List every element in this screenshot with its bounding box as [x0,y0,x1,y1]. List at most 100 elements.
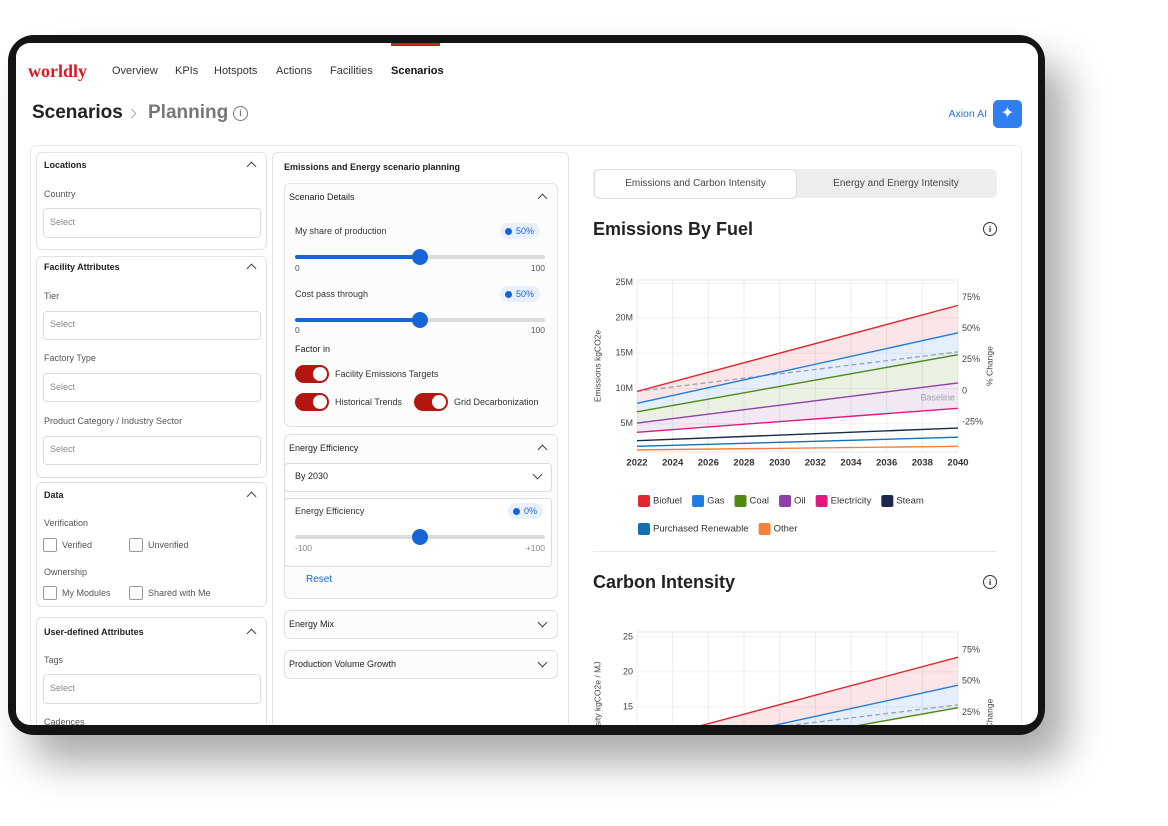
accordion[interactable] [284,610,558,639]
accordion[interactable] [284,650,558,679]
legend-swatch [779,495,792,507]
y2-tick-label: 25% [962,354,980,364]
toggle-knob [313,395,327,409]
y2-axis-label: % Change [984,346,994,386]
accordion-title[interactable]: Production Volume Growth [289,659,397,669]
x-tick-label: 2024 [662,458,684,469]
y-tick-label: 25M [615,277,633,287]
filter-card [36,617,267,725]
info-icon[interactable]: i [983,575,997,589]
x-tick-label: 2026 [698,811,719,822]
legend-swatch [692,495,705,507]
slider-knob[interactable] [412,249,428,265]
field-label: Tier [44,291,60,301]
section-title: User-defined Attributes [44,627,144,637]
period-value: By 2030 [295,471,329,481]
page-subtitle: Planning [148,102,229,123]
legend-label: Oil [794,496,806,507]
chart-title: Emissions By Fuel [593,219,754,239]
nav-item-active[interactable]: Scenarios [391,65,444,77]
y2-tick-label: 0 [962,738,967,748]
slider-max: 100 [530,325,545,335]
y-tick-label: 15M [615,348,633,358]
field-label: Factory Type [44,353,96,363]
value-label: 50% [516,226,535,236]
x-tick-label: 2028 [733,811,754,822]
group-label: Ownership [44,567,88,577]
filter-card [36,482,267,607]
main-area [30,145,1022,725]
x-tick-label: 2026 [698,458,719,469]
nav-item[interactable]: Hotspots [214,65,258,77]
series-line [636,445,959,451]
select-input[interactable] [43,311,261,340]
y-axis-label: Carbon Intensity kgCO2e / MJ [592,662,602,776]
checkbox[interactable] [129,586,143,600]
select-input[interactable] [43,373,261,402]
reset-button[interactable]: Reset [306,574,333,585]
select-input[interactable] [43,208,261,238]
toggle-label: Historical Trends [335,397,403,407]
slider-min: -100 [295,543,313,553]
tab[interactable]: Energy and Energy Intensity [833,178,959,189]
toggle[interactable] [414,393,448,411]
placeholder: Select [50,319,76,329]
legend-label: Gas [707,496,725,507]
y-axis-label: Emissions kgCO2e [592,330,602,403]
x-tick-label: 2038 [912,811,933,822]
x-tick-label: 2030 [769,811,790,822]
field-label: Country [44,189,76,199]
band-fill [637,685,958,725]
page-title: Scenarios [32,102,123,123]
checkbox[interactable] [43,538,57,552]
nav-item[interactable]: Overview [112,65,158,77]
toggle[interactable] [295,393,329,411]
y-tick-label: 25 [623,631,633,641]
checkbox[interactable] [43,586,57,600]
logo[interactable]: worldly [28,61,88,81]
y2-tick-label: -25% [962,416,983,426]
field-label: Product Category / Industry Sector [44,416,183,426]
checkbox-label: My Modules [62,588,111,598]
section-title: Data [44,490,64,500]
period-select[interactable] [284,463,552,492]
nav-item[interactable]: Actions [276,65,313,77]
accordion-title[interactable]: Energy Mix [289,619,335,629]
checkbox[interactable] [129,538,143,552]
group-label: Verification [44,518,89,528]
x-tick-label: 2032 [805,458,826,469]
select-input[interactable] [43,674,261,704]
band-fill [637,305,958,404]
slider-fill [295,318,420,322]
section-title: Locations [44,160,87,170]
toggle-knob [313,367,327,381]
x-tick-label: 2024 [662,811,684,822]
slider-min: 0 [295,325,300,335]
chart-title: Carbon Intensity [593,572,736,592]
tab[interactable]: Emissions and Carbon Intensity [594,169,797,199]
series-line [636,436,959,448]
x-tick-label: 2038 [912,458,933,469]
value-pill: 50% [500,223,541,239]
section-title: Facility Attributes [44,262,120,272]
y2-axis-label: % Change [984,698,994,738]
x-tick-label: 2022 [626,458,647,469]
assistant-label[interactable]: Axion AI [948,108,987,120]
info-icon[interactable]: i [233,106,248,121]
slider-knob[interactable] [412,529,428,545]
accordion-title[interactable]: Energy Efficiency [289,443,359,453]
info-icon[interactable]: i [983,222,997,236]
band-fill [637,382,958,433]
value-pill: 0% [508,503,544,519]
accordion-title[interactable]: Scenario Details [289,192,355,202]
series-line [636,332,959,405]
y-tick-label: 20M [615,312,633,322]
x-tick-label: 2040 [947,811,968,822]
select-input[interactable] [43,436,261,465]
slider-knob[interactable] [412,312,428,328]
nav-item[interactable]: KPIs [175,65,199,77]
toggle[interactable] [295,365,329,383]
assistant-button[interactable]: ✦ [993,100,1022,128]
nav-item[interactable]: Facilities [330,65,373,77]
